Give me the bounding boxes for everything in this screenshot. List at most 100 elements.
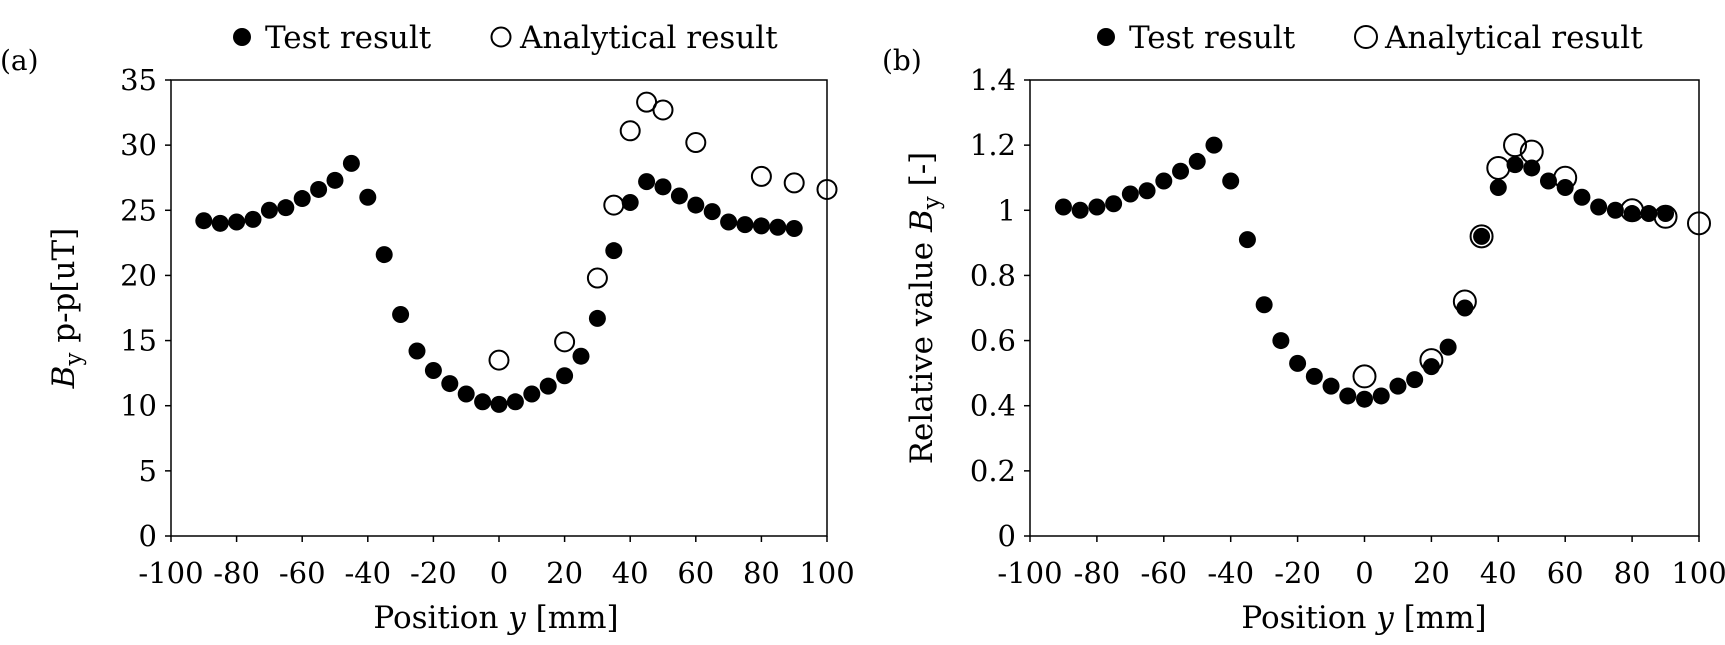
- test-point-b: [1138, 182, 1156, 200]
- analytical-point-a: [603, 194, 625, 216]
- test-point-b: [1389, 377, 1407, 395]
- test-point-b: [1088, 198, 1106, 216]
- legend-label-test-a: Test result: [265, 20, 432, 56]
- x-tick-label-a: 80: [743, 556, 780, 590]
- x-axis-ticks-b: -100 -80 -60 -40 -20 0 20 40 60 80 100: [997, 536, 1725, 590]
- data-points-b: [1054, 133, 1711, 408]
- x-tick-label-b: 40: [1480, 556, 1517, 590]
- y-tick-label-a: 0: [139, 519, 157, 553]
- y-tick-label-b: 1: [998, 193, 1016, 227]
- x-tick-label-a: 60: [677, 556, 714, 590]
- x-tick-label-b: -60: [1140, 556, 1187, 590]
- analytical-point-a: [685, 132, 707, 154]
- test-point-b: [1105, 195, 1123, 213]
- analytical-point-a: [488, 349, 510, 371]
- test-point-a: [752, 217, 770, 235]
- y-tick-label-a: 10: [120, 389, 157, 423]
- test-point-b: [1640, 205, 1658, 223]
- analytical-point-b: [1486, 155, 1511, 180]
- test-point-b: [1623, 205, 1641, 223]
- test-point-b: [1071, 201, 1089, 219]
- test-point-b: [1305, 367, 1323, 385]
- x-tick-label-a: 40: [612, 556, 649, 590]
- y-axis-label-sub-a: y: [61, 353, 87, 367]
- test-point-b: [1539, 172, 1557, 190]
- y-tick-label-b: 0: [998, 519, 1016, 553]
- test-point-a: [588, 309, 606, 327]
- test-point-b: [1322, 377, 1340, 395]
- test-point-a: [769, 218, 787, 236]
- x-axis-label-post-b: [mm]: [1394, 600, 1487, 636]
- test-point-b: [1523, 159, 1541, 177]
- test-point-a: [326, 171, 344, 189]
- legend-label-analytical-a: Analytical result: [519, 20, 778, 56]
- test-point-a: [375, 246, 393, 264]
- test-point-b: [1506, 156, 1524, 174]
- test-point-a: [703, 203, 721, 221]
- y-tick-label-b: 0.6: [970, 324, 1016, 358]
- test-point-b: [1473, 227, 1491, 245]
- test-point-b: [1456, 299, 1474, 317]
- legend-marker-analytical-a: [490, 26, 512, 48]
- test-point-a: [506, 393, 524, 411]
- y-axis-label-pre-b: Relative value: [904, 232, 940, 464]
- test-point-b: [1439, 338, 1457, 356]
- test-point-b: [1489, 178, 1507, 196]
- x-tick-label-b: -40: [1207, 556, 1254, 590]
- x-tick-label-b: 0: [1355, 556, 1373, 590]
- test-point-b: [1606, 201, 1624, 219]
- test-point-a: [359, 188, 377, 206]
- analytical-point-b: [1620, 198, 1645, 223]
- test-point-b: [1573, 188, 1591, 206]
- test-point-b: [1657, 205, 1675, 223]
- legend-a: Test result Analytical result: [233, 20, 778, 56]
- analytical-point-a: [750, 165, 772, 187]
- test-point-a: [457, 385, 475, 403]
- test-point-b: [1188, 152, 1206, 170]
- data-points-a: [195, 91, 838, 413]
- test-point-a: [195, 212, 213, 230]
- y-tick-label-b: 1.4: [970, 63, 1016, 97]
- x-tick-label-b: -100: [997, 556, 1062, 590]
- legend-marker-test-a: [233, 28, 251, 46]
- analytical-point-b: [1503, 133, 1528, 158]
- test-point-a: [621, 193, 639, 211]
- y-axis-label-sub-b: y: [919, 196, 945, 210]
- test-point-b: [1590, 198, 1608, 216]
- y-axis-label-rest-a: p-p[uT]: [46, 228, 82, 353]
- test-point-a: [539, 377, 557, 395]
- test-point-b: [1406, 371, 1424, 389]
- analytical-point-a: [783, 172, 805, 194]
- x-tick-label-a: -80: [213, 556, 260, 590]
- panel-label-a: (a): [0, 44, 39, 77]
- plot-area-a: [170, 79, 828, 537]
- test-point-b: [1054, 198, 1072, 216]
- test-point-b: [1356, 390, 1373, 408]
- y-tick-label-b: 0.4: [970, 389, 1016, 423]
- test-point-b: [1372, 387, 1390, 405]
- y-axis-ticks-b: 0 0.2 0.4 0.6 0.8 1 1.2 1.4: [970, 63, 1030, 553]
- test-point-a: [670, 187, 688, 205]
- x-axis-ticks-a: -100 -80 -60 -40 -20 0 20 40 60 80 100: [138, 536, 855, 590]
- analytical-point-b: [1687, 211, 1711, 236]
- y-tick-label-a: 25: [120, 193, 157, 227]
- analytical-point-b: [1653, 204, 1678, 229]
- test-point-a: [211, 214, 229, 232]
- legend-marker-analytical-b: [1354, 25, 1378, 49]
- y-axis-label-var-a: B: [46, 366, 82, 390]
- analytical-point-a: [554, 331, 576, 353]
- test-point-a: [310, 180, 328, 198]
- analytical-point-a: [816, 178, 838, 200]
- test-point-a: [556, 367, 574, 385]
- test-point-a: [572, 347, 590, 365]
- x-axis-label-a: Position y [mm]: [373, 600, 618, 636]
- chart-panel-b: (b) Test result Analytical result 0 0.2 0.…: [882, 20, 1725, 636]
- analytical-point-b: [1519, 139, 1544, 164]
- x-tick-label-b: 60: [1547, 556, 1584, 590]
- test-point-a: [244, 210, 262, 228]
- plot-area-b: [1029, 79, 1700, 537]
- analytical-point-a: [652, 99, 674, 121]
- y-axis-label-b: Relative value By [-]: [904, 152, 945, 465]
- x-tick-label-a: -20: [410, 556, 457, 590]
